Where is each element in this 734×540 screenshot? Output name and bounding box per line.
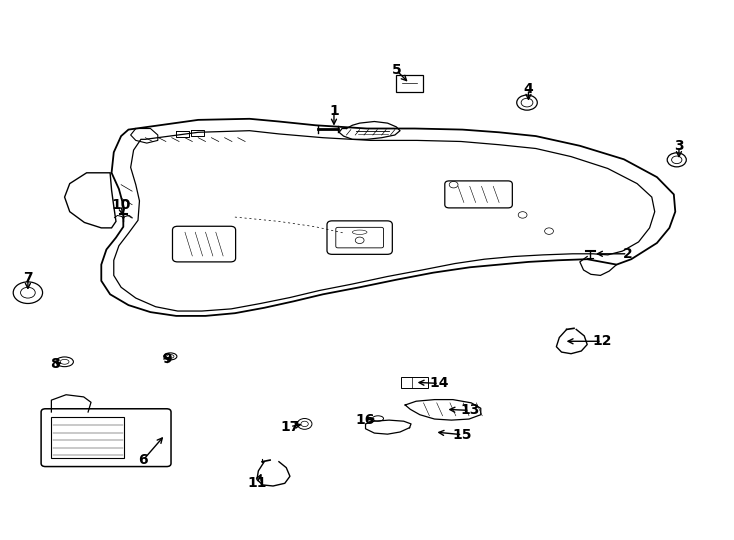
Text: 8: 8 bbox=[50, 357, 60, 372]
Text: 16: 16 bbox=[356, 413, 375, 427]
Text: 13: 13 bbox=[460, 403, 479, 417]
Bar bbox=[401, 377, 428, 388]
Text: 3: 3 bbox=[674, 139, 684, 153]
Text: 12: 12 bbox=[592, 334, 611, 348]
Text: 7: 7 bbox=[23, 271, 33, 285]
Text: 1: 1 bbox=[329, 104, 339, 118]
Text: 15: 15 bbox=[453, 428, 472, 442]
Text: 14: 14 bbox=[429, 376, 448, 390]
Text: 11: 11 bbox=[247, 476, 266, 490]
Text: 2: 2 bbox=[622, 247, 633, 261]
Bar bbox=[396, 75, 423, 92]
Text: 6: 6 bbox=[138, 453, 148, 467]
Text: 4: 4 bbox=[523, 82, 534, 96]
Bar bbox=[51, 417, 124, 458]
Text: 17: 17 bbox=[280, 420, 299, 434]
Text: 5: 5 bbox=[391, 63, 401, 77]
Text: 10: 10 bbox=[112, 198, 131, 212]
Text: 9: 9 bbox=[162, 352, 172, 366]
